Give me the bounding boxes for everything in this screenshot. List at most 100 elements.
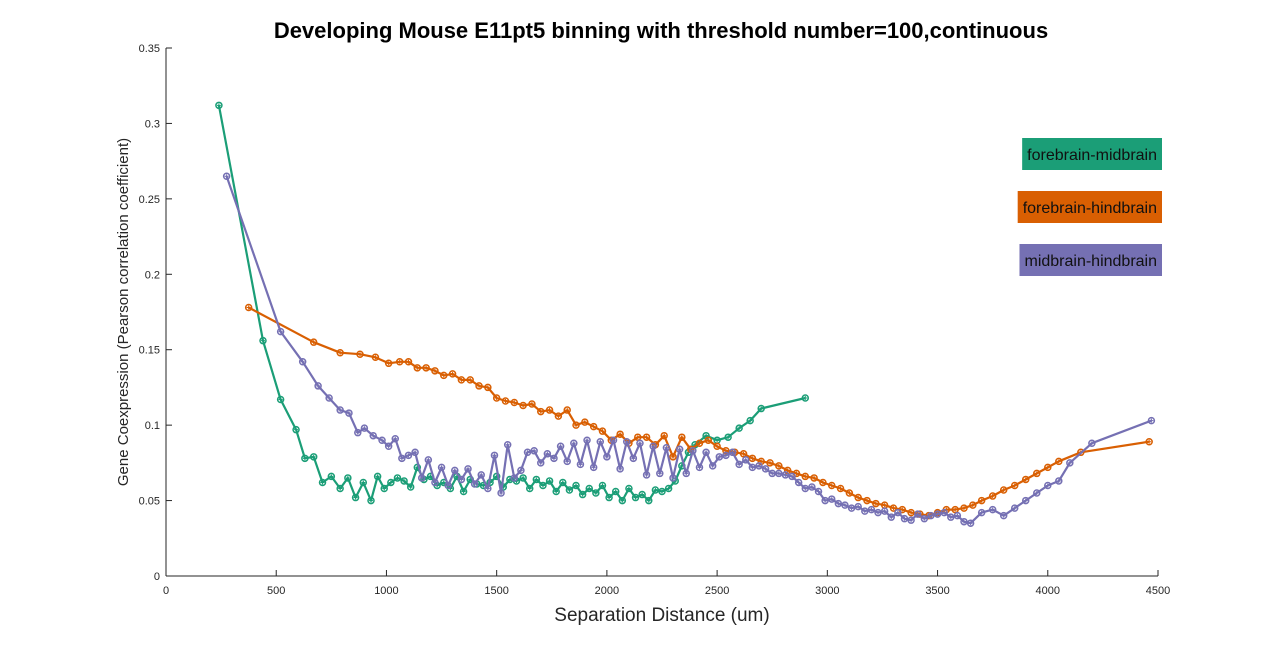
data-point [532,475,541,484]
data-point-cross [439,465,444,470]
data-point-cross [902,516,907,521]
data-point-cross [723,453,728,458]
data-point-cross [644,435,649,440]
data-point-cross [479,472,484,477]
data-point-cross [856,495,861,500]
data-point [695,463,704,472]
x-tick-label: 3000 [815,585,839,597]
y-tick-label: 0.15 [139,345,160,357]
x-tick-label: 4500 [1146,585,1170,597]
data-point [642,433,651,441]
data-point [722,451,730,460]
data-point-cross [631,456,636,461]
data-point [638,490,646,499]
chart-title: Developing Mouse E11pt5 binning with thr… [274,18,1048,43]
data-point [713,442,721,451]
data-point [748,454,757,463]
data-point-cross [970,503,975,508]
data-point [801,484,810,493]
data-point [404,358,413,366]
data-point [636,439,644,447]
data-point [988,505,997,514]
data-point-cross [1001,488,1006,493]
data-point [477,471,485,479]
data-point [576,460,585,469]
data-point-cross [626,486,631,491]
data-point [880,507,889,515]
data-point [506,475,514,484]
y-tick-label: 0.2 [145,269,160,281]
data-point [406,483,415,491]
data-point [598,427,607,435]
data-point [735,460,743,469]
data-point [1010,481,1019,490]
data-point [966,519,975,527]
data-point-cross [246,305,251,310]
data-point [999,511,1008,520]
data-point [766,459,774,467]
data-point [660,431,668,440]
data-point [907,516,915,524]
data-point-cross [942,510,947,515]
data-point-cross [578,462,583,467]
data-point-cross [928,513,933,518]
data-point [913,510,922,518]
data-point-cross [580,492,585,497]
data-point [596,437,605,446]
data-point-cross [962,519,967,524]
data-point [327,472,336,481]
data-point [581,418,589,426]
data-point [523,448,532,457]
data-point [819,478,827,487]
data-point [874,508,882,517]
data-point [411,448,419,457]
data-point-cross [671,454,676,459]
legend-label: forebrain-hindbrain [1023,200,1157,217]
data-point [259,336,267,345]
data-point [739,450,748,458]
data-point [530,447,538,455]
data-point-cross [829,497,834,502]
legend-item-forebrain-midbrain: forebrain-midbrain [1022,138,1162,170]
data-point [761,465,770,473]
data-point-cross [587,486,592,491]
data-point-cross [637,441,642,446]
data-point-cross [633,495,638,500]
data-point-cross [865,498,870,503]
data-point-cross [346,411,351,416]
data-point-cross [953,507,958,512]
data-point-cross [1023,498,1028,503]
data-point-cross [1089,441,1094,446]
data-point [384,442,393,451]
data-point [622,437,631,446]
data-point [1010,504,1019,512]
data-point-cross [441,480,446,485]
x-axis-ticks: 0 500 1000 1500 2000 2500 3000 3500 4000 4500 [163,570,1170,597]
data-point-cross [512,475,517,480]
data-point-cross [1056,459,1061,464]
data-point [845,489,854,497]
data-point-cross [679,435,684,440]
data-point-cross [585,438,590,443]
data-point-cross [432,480,437,485]
data-point [702,448,710,457]
data-point-cross [704,450,709,455]
data-point [570,439,578,447]
data-point [781,471,790,479]
data-point [400,477,408,485]
data-point-cross [748,418,753,423]
data-point [391,434,400,443]
data-point-cross [979,510,984,515]
data-point [565,486,574,494]
data-point [814,487,823,496]
data-point-cross [527,486,532,491]
data-point [742,456,750,464]
data-point-cross [1012,506,1017,511]
data-point [748,463,757,472]
data-point-cross [882,509,887,514]
data-point [605,493,613,502]
data-point [808,483,816,491]
data-point-cross [607,495,612,500]
data-point-cross [369,498,374,503]
